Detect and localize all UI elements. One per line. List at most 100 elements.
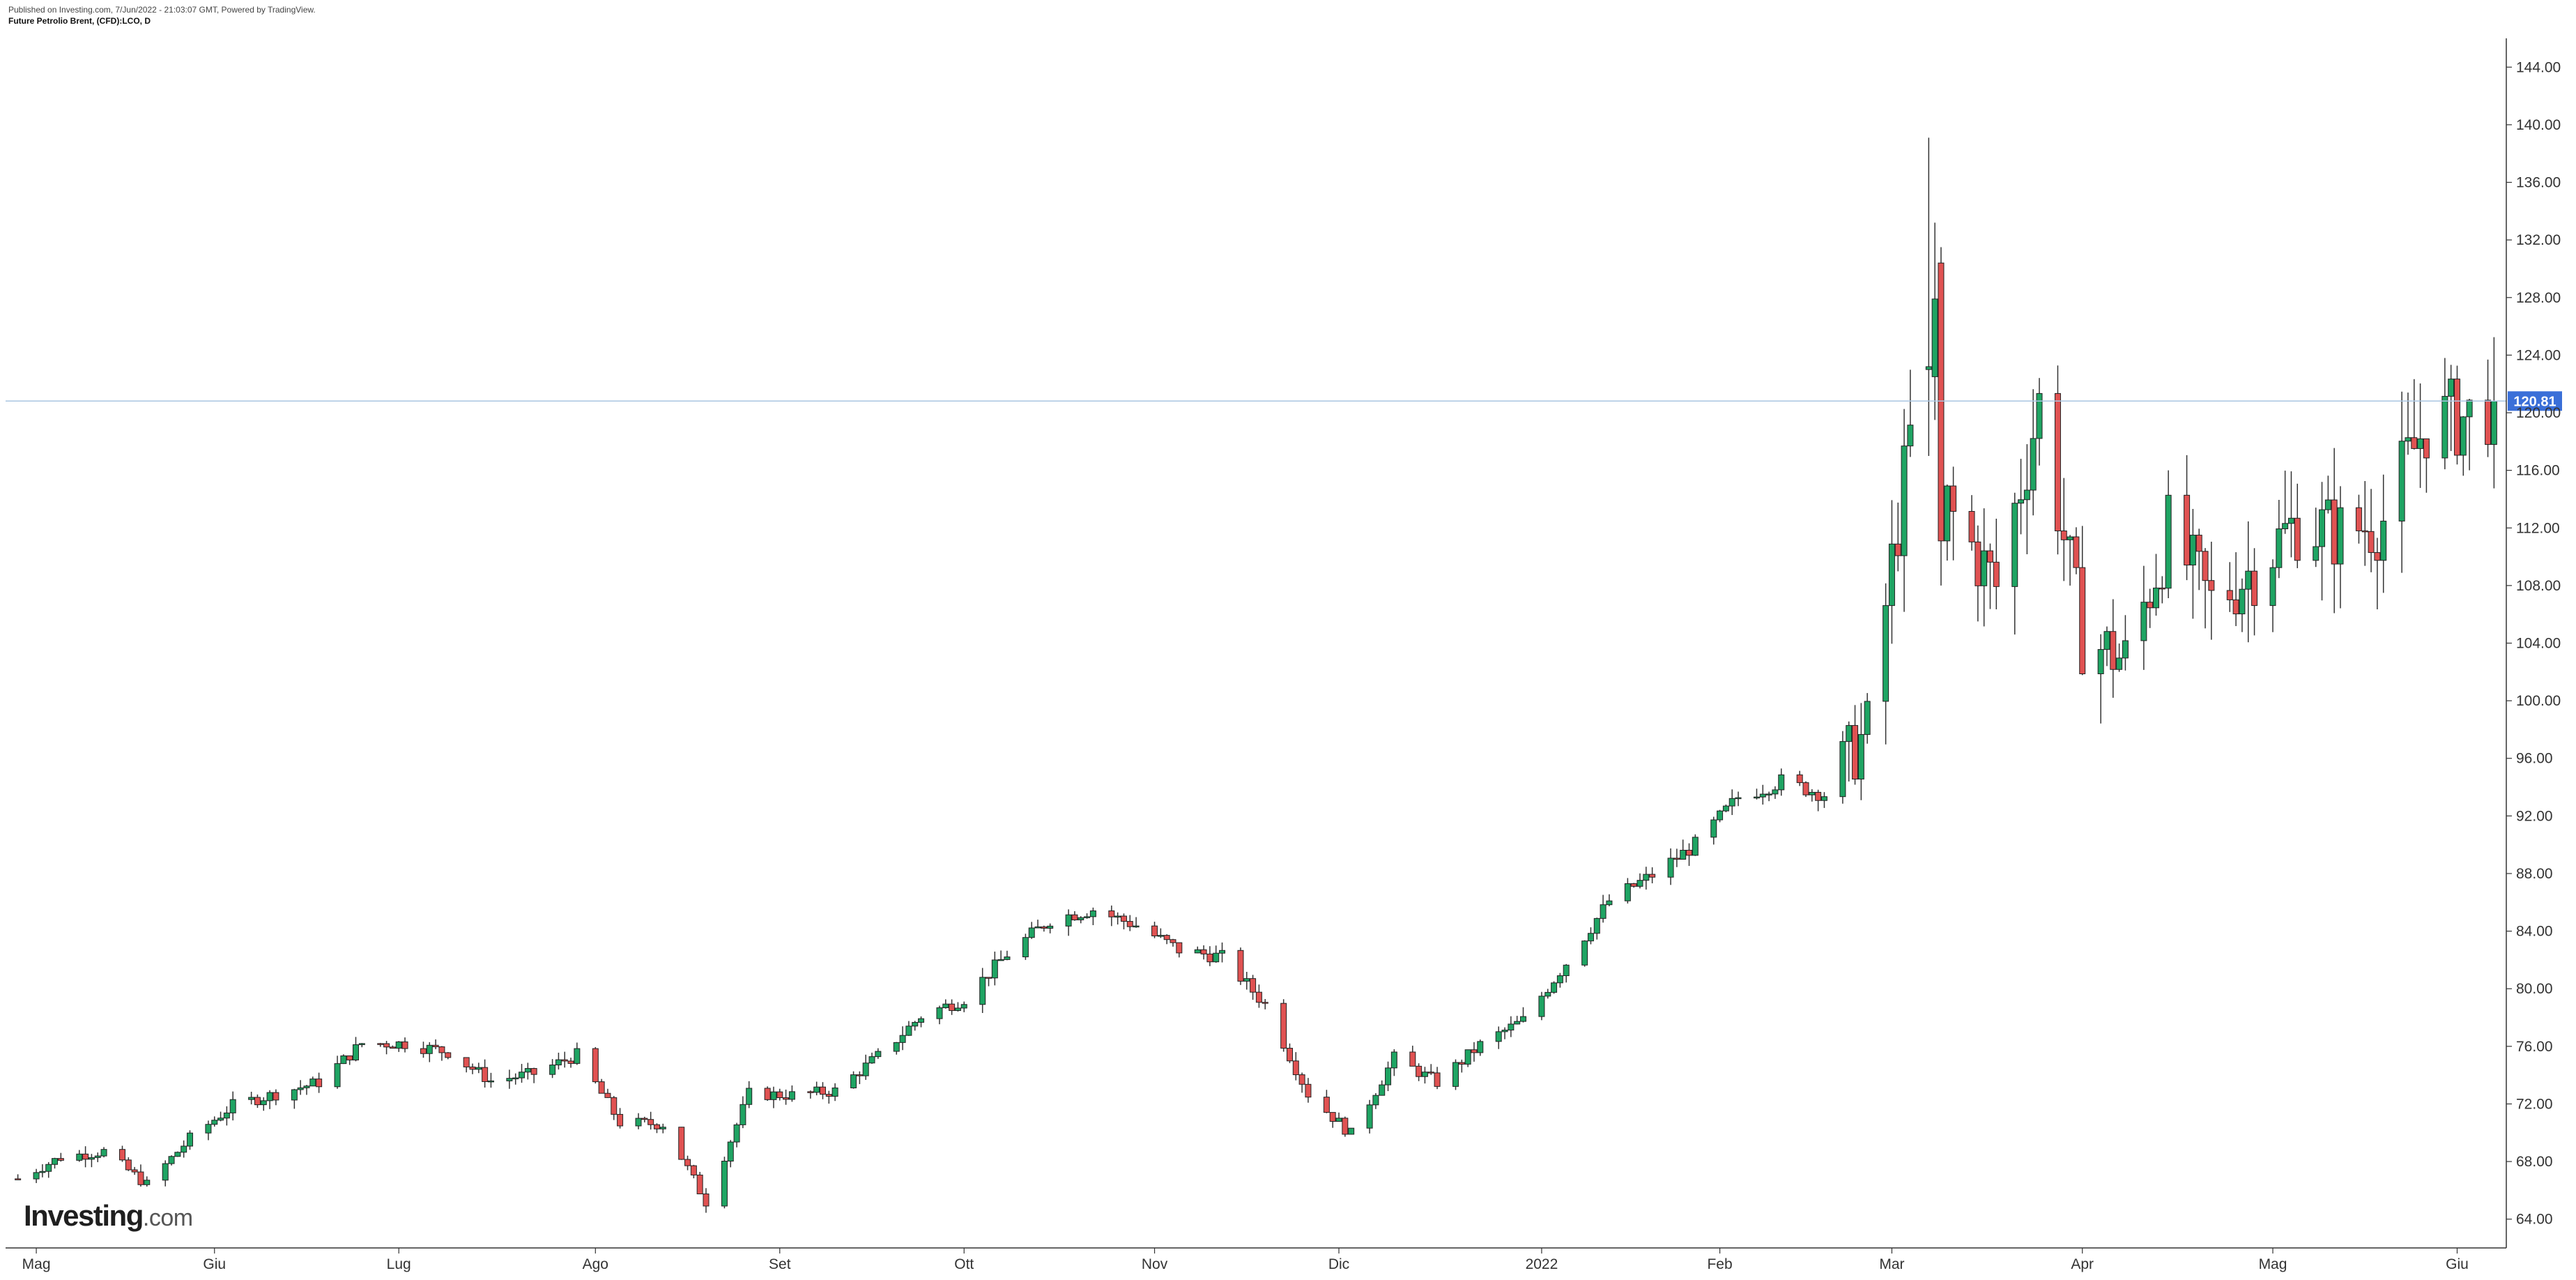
candle bbox=[1986, 543, 1993, 609]
candle-body bbox=[604, 1092, 611, 1098]
candle bbox=[260, 1097, 267, 1111]
candle-body bbox=[1508, 1023, 1515, 1031]
candle-body bbox=[1986, 550, 1993, 563]
candle-body bbox=[1495, 1031, 1502, 1042]
candle bbox=[273, 1089, 279, 1106]
candle bbox=[690, 1164, 697, 1179]
candle bbox=[862, 1054, 869, 1080]
candle bbox=[482, 1059, 489, 1088]
candle bbox=[1028, 922, 1035, 939]
candle-body bbox=[131, 1169, 138, 1173]
candle bbox=[678, 1127, 685, 1160]
candle-body bbox=[2226, 590, 2233, 600]
candle bbox=[1078, 916, 1084, 924]
candle-body bbox=[783, 1097, 790, 1100]
candle-body bbox=[1667, 858, 1674, 878]
y-tick-label: 140.00 bbox=[2516, 117, 2561, 133]
candle-body bbox=[2466, 399, 2473, 418]
candle-body bbox=[1342, 1118, 1349, 1135]
candle bbox=[598, 1079, 605, 1094]
candle-body bbox=[2324, 499, 2331, 510]
candle-body bbox=[401, 1041, 408, 1049]
candle-body bbox=[1759, 793, 1766, 798]
candle bbox=[1434, 1067, 1441, 1090]
candle bbox=[1464, 1049, 1471, 1067]
candle-body bbox=[2030, 438, 2037, 491]
candle bbox=[1126, 915, 1133, 931]
candle-body bbox=[2184, 494, 2191, 565]
candle-body bbox=[611, 1097, 618, 1115]
candle bbox=[1501, 1027, 1508, 1039]
candle-body bbox=[1409, 1051, 1416, 1067]
candle bbox=[2073, 527, 2080, 574]
candle bbox=[2011, 492, 2018, 635]
candle-body bbox=[2054, 393, 2061, 532]
candle-body bbox=[52, 1158, 59, 1165]
published-note: Published on Investing.com, 7/Jun/2022 -… bbox=[8, 5, 316, 15]
y-tick-label: 84.00 bbox=[2516, 924, 2553, 940]
candle bbox=[549, 1059, 556, 1079]
candle-body bbox=[395, 1041, 402, 1049]
candle-body bbox=[813, 1086, 820, 1093]
candle-body bbox=[144, 1180, 151, 1185]
candle-body bbox=[1089, 910, 1096, 917]
y-tick-label: 72.00 bbox=[2516, 1096, 2553, 1112]
candle bbox=[346, 1055, 353, 1065]
candle bbox=[1286, 1043, 1293, 1063]
candle bbox=[1335, 1112, 1342, 1122]
candle-body bbox=[1416, 1065, 1423, 1077]
candle bbox=[2405, 393, 2412, 455]
candle bbox=[1993, 519, 2000, 610]
candle bbox=[2466, 399, 2473, 471]
candle-body bbox=[426, 1044, 433, 1054]
candle bbox=[641, 1116, 648, 1122]
candle bbox=[1538, 991, 1545, 1021]
last-price-tag bbox=[2508, 391, 2562, 411]
candle-body bbox=[248, 1097, 255, 1100]
candle-body bbox=[1477, 1041, 1484, 1053]
candle-body bbox=[905, 1026, 912, 1036]
candle-body bbox=[1778, 774, 1785, 791]
candle-body bbox=[2067, 536, 2073, 540]
candle bbox=[721, 1157, 728, 1209]
candle bbox=[2251, 548, 2258, 636]
candle-body bbox=[1852, 725, 1859, 780]
candle-body bbox=[2411, 437, 2418, 449]
candle bbox=[1925, 137, 1932, 456]
candle-body bbox=[358, 1043, 365, 1045]
candle-body bbox=[954, 1007, 961, 1012]
candle bbox=[76, 1150, 83, 1162]
candle-body bbox=[1839, 741, 1846, 798]
candle bbox=[383, 1041, 390, 1055]
candle-body bbox=[770, 1091, 777, 1100]
candle bbox=[1636, 873, 1643, 889]
candle-body bbox=[2331, 499, 2338, 565]
candle bbox=[1551, 981, 1558, 994]
candle-body bbox=[2490, 400, 2497, 445]
candle-body bbox=[82, 1153, 89, 1160]
candle-body bbox=[1250, 978, 1257, 993]
candle bbox=[986, 977, 992, 986]
x-tick-label: Apr bbox=[2071, 1256, 2094, 1272]
candle bbox=[1280, 999, 1287, 1052]
candle-body bbox=[1680, 850, 1687, 860]
candle-body bbox=[1126, 921, 1133, 927]
candle bbox=[487, 1072, 494, 1088]
candle bbox=[248, 1091, 255, 1105]
candle-body bbox=[1581, 940, 1588, 966]
candle-body bbox=[690, 1165, 697, 1175]
candle bbox=[684, 1155, 691, 1171]
last-price-label: 120.81 bbox=[2513, 394, 2556, 409]
candle bbox=[788, 1085, 795, 1102]
candle bbox=[936, 1005, 943, 1025]
candle-body bbox=[2147, 602, 2154, 609]
candle-body bbox=[2097, 649, 2104, 675]
candle-body bbox=[2405, 437, 2412, 442]
candle bbox=[144, 1176, 151, 1187]
candle-body bbox=[1108, 910, 1115, 917]
candle bbox=[1170, 938, 1176, 947]
candle bbox=[868, 1052, 875, 1064]
candle bbox=[1041, 925, 1048, 932]
candle-body bbox=[1348, 1127, 1355, 1135]
